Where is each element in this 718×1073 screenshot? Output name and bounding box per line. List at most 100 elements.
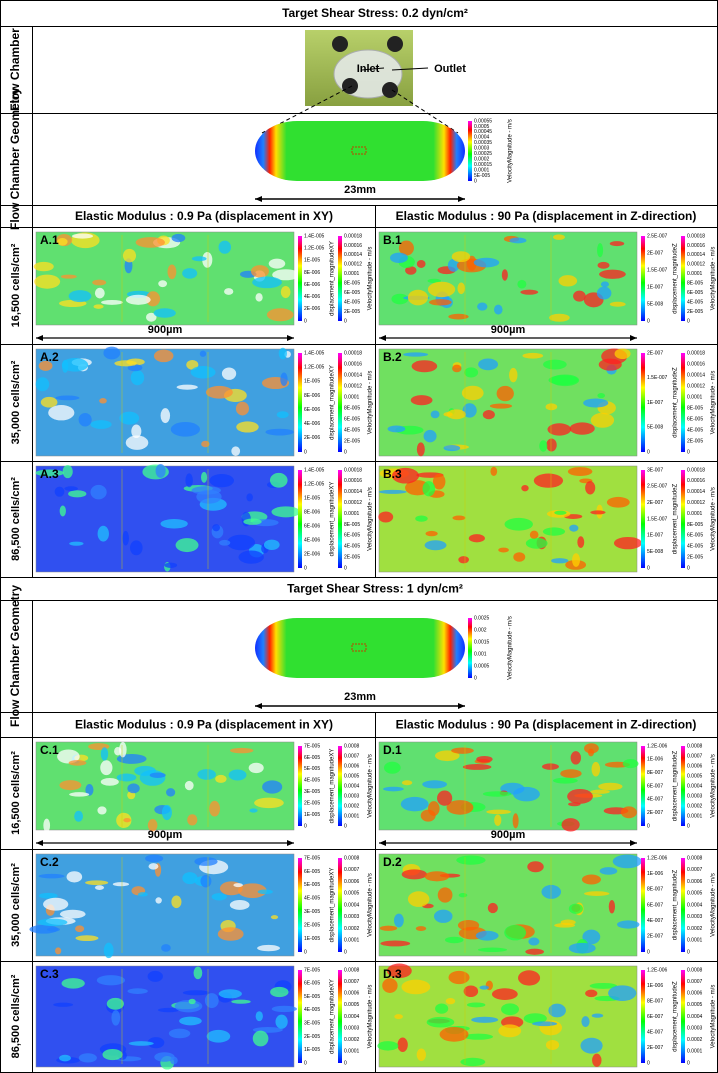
texture [549, 313, 570, 322]
colorbar-tick-label: 0.0004 [344, 1014, 360, 1020]
texture [460, 1057, 486, 1067]
colorbar-tick-label: 6E-006 [304, 407, 320, 413]
texture [211, 893, 227, 901]
colorbar-tick-label: 0.0004 [344, 902, 360, 908]
colorbar-tick-label: 0 [304, 318, 307, 324]
texture [386, 963, 412, 979]
colorbar-tick-label: 2E-006 [304, 435, 320, 441]
texture [504, 517, 533, 531]
texture [458, 892, 468, 898]
colorbar-tick-label: 4E-005 [687, 299, 703, 305]
texture [614, 348, 631, 360]
texture [424, 540, 447, 551]
texture [473, 257, 500, 268]
colorbar-tick-label: 1E-005 [304, 812, 320, 818]
texture [154, 1052, 175, 1062]
colorbar-tick-label: 0.0001 [687, 511, 703, 517]
colorbar-tick-label: 0.00015 [474, 162, 492, 168]
colorbar-tick-label: 2E-007 [647, 350, 663, 356]
colorbar [298, 236, 302, 321]
texture [145, 291, 161, 307]
section-title: Target Shear Stress: 1 dyn/cm² [287, 582, 463, 596]
texture [543, 359, 567, 370]
texture [448, 313, 469, 320]
texture [171, 895, 182, 909]
texture [398, 240, 414, 256]
colorbar-tick-label: 7E-005 [304, 967, 320, 973]
colorbar-tick-label: 4E-007 [647, 918, 663, 924]
colorbar-tick-label: 0.00012 [344, 383, 362, 389]
scale-label: 900µm [491, 829, 526, 841]
texture [128, 1041, 154, 1046]
texture [255, 293, 263, 302]
colorbar-tick-label: 5E-008 [647, 549, 663, 555]
texture [527, 861, 544, 873]
colorbar-tick-label: 0.00045 [474, 129, 492, 135]
colorbar-tick-label: 2E-005 [344, 309, 360, 315]
texture [74, 810, 84, 822]
texture [490, 466, 498, 476]
chamber-roi [351, 146, 367, 155]
texture [466, 1002, 486, 1008]
colorbar-tick-label: 0.00035 [474, 140, 492, 146]
texture [591, 761, 601, 777]
texture [592, 1053, 602, 1067]
colorbar-title: VelocityMagnitude - m/s [711, 985, 717, 1049]
texture [228, 769, 247, 781]
texture [407, 891, 430, 907]
texture [471, 1016, 499, 1023]
texture [101, 299, 123, 305]
texture [433, 909, 453, 923]
texture [75, 925, 85, 933]
colorbar-tick-label: 0 [344, 823, 347, 829]
colorbar [298, 746, 302, 826]
texture [401, 869, 427, 880]
texture [43, 897, 69, 911]
row-label: 16,500 cells/cm² [10, 751, 22, 835]
colorbar-tick-label: 0.002 [474, 627, 487, 633]
texture [380, 940, 411, 947]
texture [94, 885, 105, 890]
colorbar-tick-label: 0.0003 [344, 914, 360, 920]
colorbar-tick-label: 2E-007 [647, 250, 663, 256]
texture [196, 489, 222, 504]
colorbar-tick-label: 8E-007 [647, 887, 663, 893]
colorbar-tick-label: 0.0005 [474, 663, 490, 669]
texture [71, 233, 93, 239]
texture [451, 251, 471, 263]
texture [85, 784, 94, 796]
texture [494, 814, 502, 826]
texture [570, 751, 582, 765]
colorbar-tick-label: 0.0006 [687, 763, 703, 769]
texture [542, 763, 559, 770]
colorbar-tick-label: 4E-005 [344, 427, 360, 433]
texture [160, 408, 171, 424]
texture [100, 747, 109, 761]
texture [270, 915, 279, 920]
colorbar-tick-label: 0.0004 [344, 783, 360, 789]
texture [383, 761, 401, 774]
scale-label: 23mm [344, 184, 376, 196]
colorbar-tick-label: 6E-005 [344, 416, 360, 422]
texture [61, 978, 85, 989]
colorbar-tick-label: 6E-005 [304, 869, 320, 875]
colorbar-tick-label: 4E-006 [304, 421, 320, 427]
colorbar-tick-label: 1.5E-007 [647, 375, 668, 381]
colorbar-tick-label: 0.00018 [344, 350, 362, 356]
texture [458, 556, 469, 564]
colorbar-title: displacement_magnitudeXY [330, 979, 336, 1054]
colorbar-tick-label: 0.00016 [687, 478, 705, 484]
colorbar-tick-label: 0.00018 [687, 233, 705, 239]
texture [493, 304, 503, 315]
colorbar-title: displacement_magnitudeZ [673, 483, 679, 554]
colorbar-tick-label: 0.0002 [687, 803, 703, 809]
texture [272, 269, 300, 281]
texture [147, 1037, 165, 1049]
texture [617, 920, 640, 929]
texture [572, 553, 581, 567]
colorbar-tick-label: 6E-005 [687, 416, 703, 422]
texture [193, 966, 203, 980]
scale-label: 900µm [148, 829, 183, 841]
texture [145, 854, 164, 863]
colorbar-title: displacement_magnitudeZ [673, 750, 679, 821]
